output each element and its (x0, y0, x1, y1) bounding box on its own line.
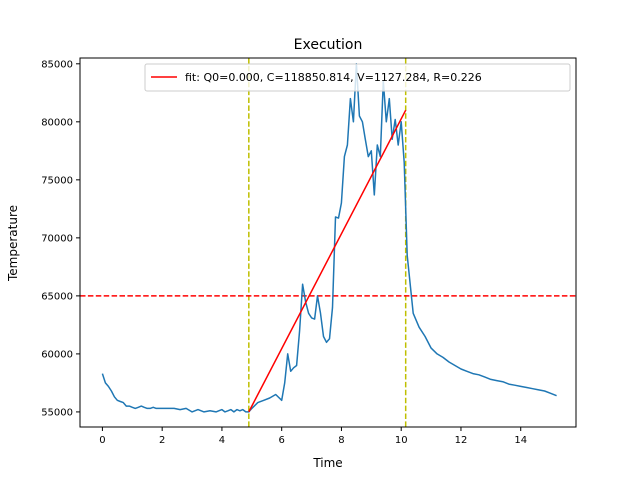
x-tick-label: 12 (455, 435, 468, 446)
series-temperature-line (101, 63, 557, 413)
y-tick-label: 80000 (41, 117, 73, 128)
chart-title: Execution (294, 37, 363, 53)
x-tick-label: 2 (159, 435, 165, 446)
x-axis-label: Time (312, 456, 342, 470)
plot-area (80, 58, 576, 427)
y-tick-label: 70000 (41, 233, 73, 244)
y-tick-label: 75000 (41, 175, 73, 186)
plot-frame (79, 57, 577, 428)
legend: fit: Q0=0.000, C=118850.814, V=1127.284,… (144, 63, 571, 92)
x-tick-label: 4 (219, 435, 225, 446)
series-fit-line (248, 109, 407, 413)
x-tick-label: 10 (395, 435, 408, 446)
y-tick-label: 60000 (41, 349, 73, 360)
y-tick-label: 55000 (41, 407, 73, 418)
y-axis-label: Temperature (6, 205, 20, 282)
axis-ticks: 0 2 4 6 8 10 12 14 55000 60000 65000 70000 75000 8000… (41, 59, 527, 446)
x-tick-label: 8 (338, 435, 344, 446)
y-tick-label: 85000 (41, 59, 73, 70)
x-tick-label: 14 (514, 435, 527, 446)
legend-box (144, 63, 571, 92)
y-tick-label: 65000 (41, 291, 73, 302)
legend-label-fit: fit: Q0=0.000, C=118850.814, V=1127.284,… (185, 71, 482, 84)
x-tick-label: 0 (99, 435, 105, 446)
x-tick-label: 6 (278, 435, 284, 446)
